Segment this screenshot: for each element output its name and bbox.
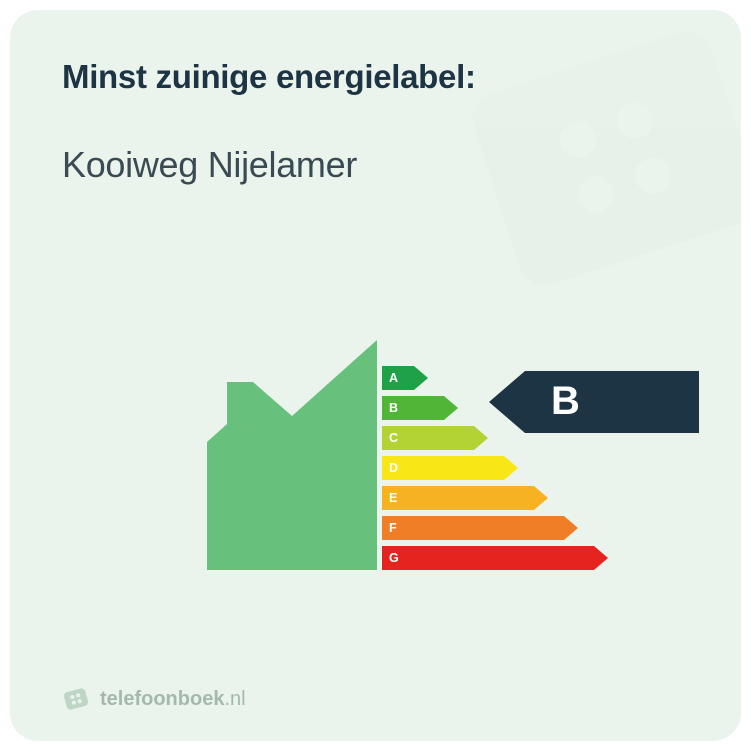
page-title: Minst zuinige energielabel: bbox=[62, 58, 689, 96]
selected-label-letter: B bbox=[551, 379, 580, 424]
energy-bar-label: B bbox=[389, 401, 398, 415]
energy-bar-e: E bbox=[382, 484, 608, 512]
location-name: Kooiweg Nijelamer bbox=[62, 144, 689, 186]
energy-chart-container: A B C D E F G B bbox=[62, 186, 689, 685]
energy-chart: A B C D E F G B bbox=[62, 316, 689, 596]
footer-brand-tld: .nl bbox=[224, 688, 245, 710]
energy-bar-label: E bbox=[389, 491, 397, 505]
energy-bar-g: G bbox=[382, 544, 608, 572]
energy-bar-label: G bbox=[389, 551, 399, 565]
energy-bar-f: F bbox=[382, 514, 608, 542]
selected-label-badge: B bbox=[489, 370, 699, 434]
card: Minst zuinige energielabel: Kooiweg Nije… bbox=[10, 10, 741, 741]
energy-bar-label: C bbox=[389, 431, 398, 445]
energy-bar-label: D bbox=[389, 461, 398, 475]
energy-bar-d: D bbox=[382, 454, 608, 482]
footer-logo-icon bbox=[62, 685, 90, 713]
energy-bar-label: F bbox=[389, 521, 397, 535]
footer-brand-name: telefoonboek bbox=[100, 688, 224, 710]
house-icon bbox=[207, 340, 377, 570]
energy-bar-label: A bbox=[389, 371, 398, 385]
footer: telefoonboek.nl bbox=[62, 685, 689, 713]
footer-brand: telefoonboek.nl bbox=[100, 688, 246, 711]
